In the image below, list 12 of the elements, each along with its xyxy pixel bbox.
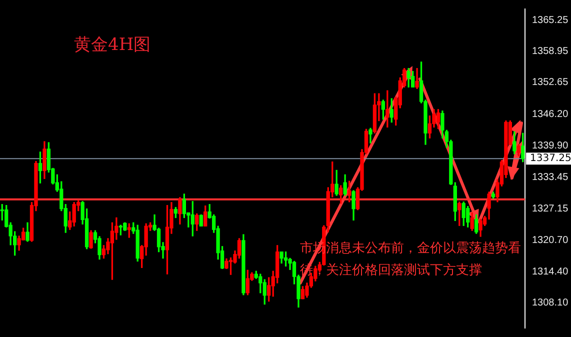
y-tick-label: 1339.90 bbox=[532, 140, 569, 152]
ref-line-label: 1337.25 bbox=[530, 153, 571, 164]
y-tick-label: 1346.20 bbox=[532, 109, 569, 120]
y-tick-label: 1358.95 bbox=[532, 46, 569, 58]
y-tick-label: 1352.65 bbox=[532, 77, 569, 88]
y-tick-label: 1365.25 bbox=[532, 14, 569, 26]
text: 黄金4H图 bbox=[74, 34, 151, 56]
y-tick-label: 1308.10 bbox=[532, 298, 569, 309]
y-tick-label: 1333.45 bbox=[532, 172, 569, 184]
y-tick-label: 1320.70 bbox=[532, 235, 569, 246]
y-tick-label: 1314.40 bbox=[532, 266, 569, 278]
y-tick-label: 1327.15 bbox=[532, 203, 569, 214]
